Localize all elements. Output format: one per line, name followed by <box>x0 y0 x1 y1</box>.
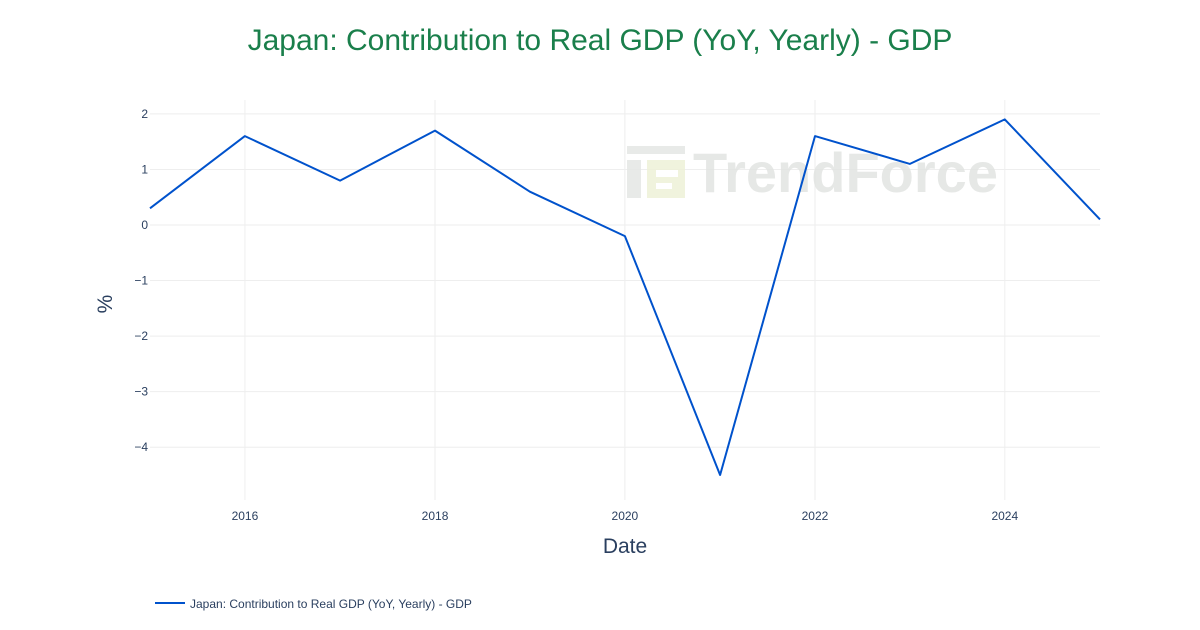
chart-title: Japan: Contribution to Real GDP (YoY, Ye… <box>248 24 953 57</box>
data-point[interactable] <box>432 128 438 134</box>
x-tick-label: 2020 <box>612 509 639 523</box>
data-point[interactable] <box>242 133 248 139</box>
y-tick-label: 0 <box>141 218 148 232</box>
data-point[interactable] <box>717 472 723 478</box>
data-point[interactable] <box>1002 116 1008 122</box>
x-axis-title: Date <box>603 535 647 558</box>
trendforce-watermark: TrendForce <box>627 141 998 204</box>
data-point[interactable] <box>907 161 913 167</box>
series-layer <box>147 116 1103 478</box>
legend[interactable]: Japan: Contribution to Real GDP (YoY, Ye… <box>155 597 472 611</box>
y-tick-label: −1 <box>134 274 148 288</box>
x-tick-label: 2018 <box>422 509 449 523</box>
data-point[interactable] <box>622 233 628 239</box>
data-point[interactable] <box>147 205 153 211</box>
data-point[interactable] <box>337 178 343 184</box>
grid-layer <box>150 100 1100 500</box>
x-tick-label: 2022 <box>802 509 829 523</box>
y-tick-label: −3 <box>134 385 148 399</box>
y-axis-title: % <box>94 295 117 314</box>
y-tick-label: −4 <box>134 440 148 454</box>
x-tick-label: 2016 <box>232 509 259 523</box>
y-tick-label: −2 <box>134 329 148 343</box>
data-point[interactable] <box>812 133 818 139</box>
trendforce-logo-icon <box>627 146 685 198</box>
y-tick-label: 1 <box>141 162 148 176</box>
data-point[interactable] <box>527 189 533 195</box>
x-tick-label: 2024 <box>991 509 1018 523</box>
data-point[interactable] <box>1097 216 1103 222</box>
legend-label: Japan: Contribution to Real GDP (YoY, Ye… <box>190 597 472 611</box>
y-tick-label: 2 <box>141 107 148 121</box>
tick-layer: 2 1 0 −1 −2 −3 −4 2016 2018 2020 2022 2024 <box>134 107 1018 523</box>
watermark-text: TrendForce <box>693 141 998 204</box>
series-line <box>149 118 1101 476</box>
